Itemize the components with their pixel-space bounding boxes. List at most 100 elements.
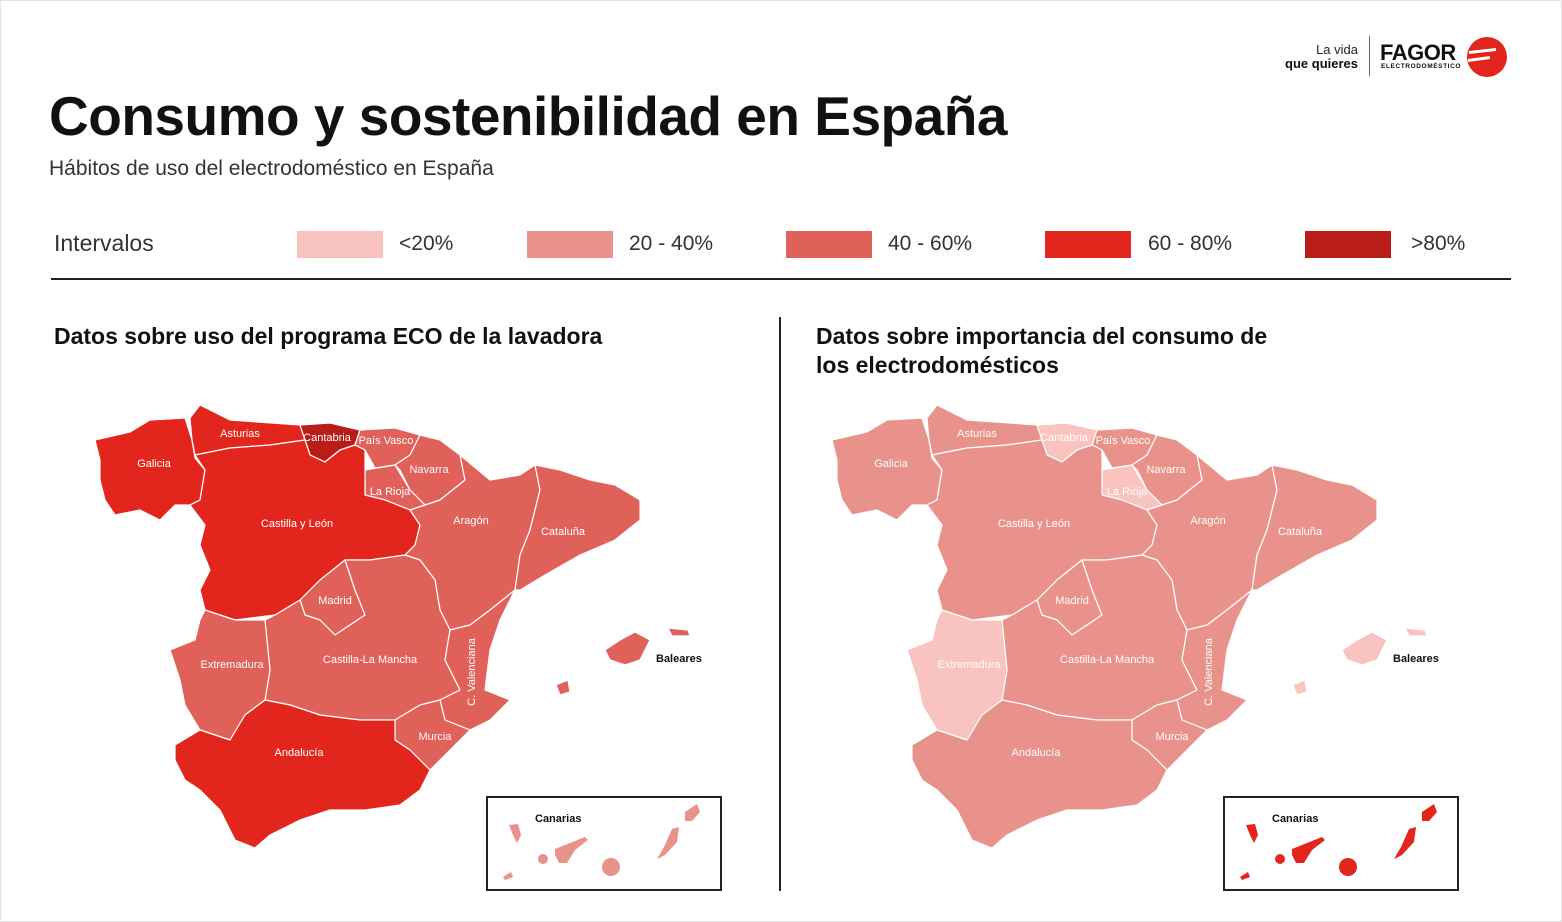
brand-tagline-line2: que quieres xyxy=(1285,56,1358,71)
region-navarra: Navarra xyxy=(394,434,466,506)
region-label: La Rioja xyxy=(370,486,411,498)
region-label: C. Valenciana xyxy=(466,637,478,706)
brand-logo-subname: ELECTRODOMÉSTICO xyxy=(1381,63,1462,70)
region-andalucia: Andalucía xyxy=(174,699,431,849)
region-label: C. Valenciana xyxy=(1203,637,1215,706)
canarias-island xyxy=(555,837,588,863)
region-label: Castilla y León xyxy=(261,518,333,530)
logo-divider xyxy=(1369,36,1370,76)
region-shape xyxy=(1341,631,1388,666)
region-shape xyxy=(911,699,1168,849)
region-label: Extremadura xyxy=(201,659,265,671)
legend-label-2: 40 - 60% xyxy=(888,232,973,255)
region-shape xyxy=(514,464,641,591)
region-label: Madrid xyxy=(318,595,352,607)
brand-tagline-line1: La vida xyxy=(1316,42,1358,57)
region-shape xyxy=(174,699,431,849)
legend-label-3: 60 - 80% xyxy=(1148,232,1233,255)
region-label: Castilla y León xyxy=(998,518,1070,530)
region-murcia: Murcia xyxy=(394,699,471,771)
region-label: País Vasco xyxy=(359,435,414,447)
legend-swatch-1 xyxy=(527,231,613,258)
region-label: Cataluña xyxy=(1278,526,1323,538)
region-label: Asturias xyxy=(220,428,260,440)
canarias-island xyxy=(1240,872,1250,880)
region-shape xyxy=(604,631,651,666)
region-label: Baleares xyxy=(1393,653,1439,665)
region-label: La Rioja xyxy=(1107,486,1148,498)
region-label: Extremadura xyxy=(938,659,1002,671)
region-label: Castilla-La Mancha xyxy=(323,654,418,666)
region-label: Navarra xyxy=(409,464,449,476)
canarias-island xyxy=(1275,854,1285,864)
region-canarias: Canarias xyxy=(1223,796,1459,891)
region-baleares: Baleares xyxy=(1292,627,1439,696)
canarias-island xyxy=(538,854,548,864)
region-label: Murcia xyxy=(1155,731,1189,743)
region-canarias: Canarias xyxy=(486,796,722,891)
canarias-island xyxy=(1339,858,1357,876)
canarias-island xyxy=(503,872,513,880)
region-cataluna: Cataluña xyxy=(514,464,641,591)
page-title: Consumo y sostenibilidad en España xyxy=(49,85,1007,147)
region-shape xyxy=(667,627,691,637)
region-label: Cataluña xyxy=(541,526,586,538)
region-label: Cantabria xyxy=(303,432,352,444)
region-label: Cantabria xyxy=(1040,432,1089,444)
legend-label-1: 20 - 40% xyxy=(629,232,714,255)
region-label: Navarra xyxy=(1146,464,1186,476)
canarias-island xyxy=(509,824,521,843)
canarias-island xyxy=(602,858,620,876)
page-subtitle: Hábitos de uso del electrodoméstico en E… xyxy=(49,157,494,180)
region-label: Aragón xyxy=(453,515,488,527)
region-label: Andalucía xyxy=(275,747,325,759)
map-right-title: Datos sobre importancia del consumo de l… xyxy=(816,323,1268,378)
region-shape xyxy=(1292,679,1308,696)
region-label: Castilla-La Mancha xyxy=(1060,654,1155,666)
region-c-valenciana: C. Valenciana xyxy=(1176,589,1253,731)
map-left-title: Datos sobre uso del programa ECO de la l… xyxy=(54,323,603,349)
canarias-island xyxy=(657,827,679,859)
canarias-island xyxy=(1394,827,1416,859)
map-importancia-consumo: Galicia Asturias Cantabria País Vasco Navarr… xyxy=(831,404,1459,891)
region-label: Galicia xyxy=(137,458,172,470)
legend-divider xyxy=(51,278,1511,280)
canarias-inset-box xyxy=(486,796,722,891)
region-label: Baleares xyxy=(656,653,702,665)
canarias-label: Canarias xyxy=(1272,813,1318,825)
map-eco-lavadora: Galicia Asturias Cantabria País Vasco Navarr… xyxy=(94,404,722,891)
canarias-inset-box xyxy=(1223,796,1459,891)
legend-swatch-3 xyxy=(1045,231,1131,258)
region-label: País Vasco xyxy=(1096,435,1151,447)
region-label: Murcia xyxy=(418,731,452,743)
region-shape xyxy=(439,589,516,731)
canarias-label: Canarias xyxy=(535,813,581,825)
maps-divider xyxy=(779,317,781,891)
canarias-island xyxy=(1246,824,1258,843)
canarias-island xyxy=(1422,804,1437,821)
region-galicia: Galicia xyxy=(831,417,943,521)
canarias-island xyxy=(1292,837,1325,863)
legend-swatch-0 xyxy=(297,231,383,258)
legend-title: Intervalos xyxy=(54,230,154,256)
legend-label-0: <20% xyxy=(399,232,454,255)
brand-logo-name: FAGOR xyxy=(1380,40,1456,65)
region-galicia: Galicia xyxy=(94,417,206,521)
legend-swatch-4 xyxy=(1305,231,1391,258)
region-c-valenciana: C. Valenciana xyxy=(439,589,516,731)
region-pais-vasco: País Vasco xyxy=(1091,427,1158,469)
region-baleares: Baleares xyxy=(555,627,702,696)
region-label: Andalucía xyxy=(1012,747,1062,759)
region-shape xyxy=(1404,627,1428,637)
region-andalucia: Andalucía xyxy=(911,699,1168,849)
region-label: Madrid xyxy=(1055,595,1089,607)
legend-swatch-2 xyxy=(786,231,872,258)
region-cataluna: Cataluña xyxy=(1251,464,1378,591)
region-shape xyxy=(1176,589,1253,731)
region-shape xyxy=(1251,464,1378,591)
fagor-logo-icon xyxy=(1467,37,1507,77)
legend-label-4: >80% xyxy=(1411,232,1466,255)
region-label: Asturias xyxy=(957,428,997,440)
region-label: Galicia xyxy=(874,458,909,470)
